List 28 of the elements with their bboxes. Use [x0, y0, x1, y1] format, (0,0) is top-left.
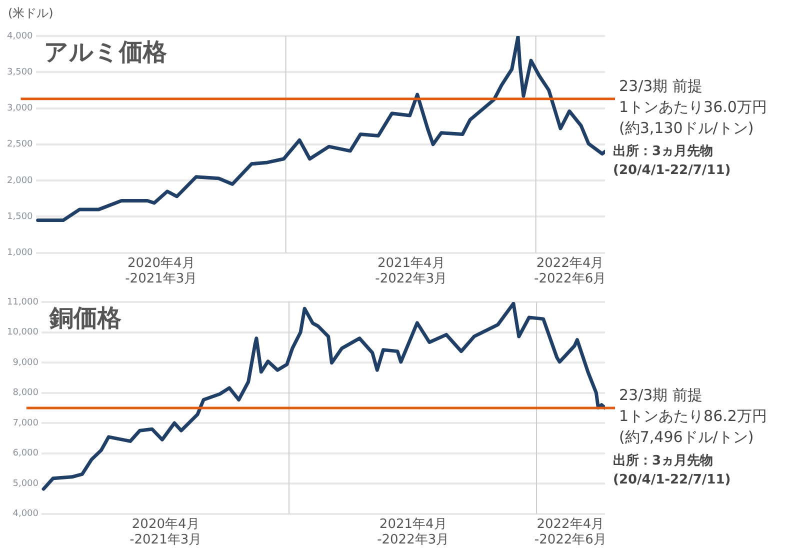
y-tick-label: 9,000 [12, 358, 39, 368]
y-tick-label: 5,000 [12, 478, 39, 489]
x-tick-label: 2021年4月 -2022年3月 [375, 256, 448, 287]
text: 出所：3ヵ月先物 (20/4/1-22/7/11) [613, 452, 731, 488]
y-tick-label: 1,500 [7, 212, 34, 222]
y-tick-label: 6,000 [12, 448, 39, 459]
x-tick-label: 2020年4月 -2021年3月 [130, 516, 202, 548]
chart-title: 銅価格 [48, 304, 122, 332]
y-tick-label: 8,000 [12, 388, 39, 398]
y-tick-label: 2,500 [7, 140, 34, 150]
y-tick-label: 10,000 [6, 328, 39, 338]
text: 出所：3ヵ月先物 (20/4/1-22/7/11) [613, 143, 731, 178]
chart-title: アルミ価格 [44, 38, 168, 66]
y-axis-title: (米ドル) [8, 6, 54, 20]
x-tick-label: 2022年4月 -2022年6月 [534, 516, 606, 548]
x-tick-label: 2022年4月 -2022年6月 [534, 256, 606, 287]
y-tick-label: 11,000 [6, 297, 39, 308]
y-tick-label: 2,000 [7, 176, 34, 186]
y-tick-label: 4,000 [7, 31, 34, 42]
y-tick-label: 1,000 [7, 248, 34, 258]
y-tick-label: 7,000 [12, 418, 39, 428]
x-tick-label: 2021年4月 -2022年3月 [377, 516, 450, 548]
ref-line-label: 23/3期 前提 1トンあたり86.2万円 (約7,496ドル/トン) [619, 386, 767, 446]
ref-line-label: 23/3期 前提 1トンあたり36.0万円 (約3,130ドル/トン) [619, 76, 767, 137]
x-tick-label: 2020年4月 -2021年3月 [125, 256, 198, 287]
y-tick-label: 4,000 [12, 509, 39, 520]
y-tick-label: 3,000 [7, 104, 34, 114]
y-tick-label: 3,500 [7, 67, 34, 78]
